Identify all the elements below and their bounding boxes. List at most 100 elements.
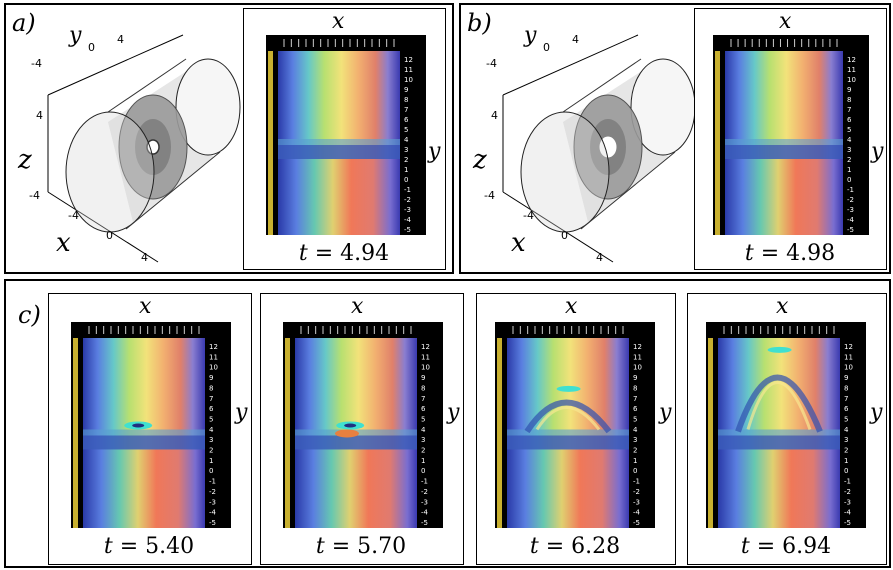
- y-tick-label: 3: [421, 436, 425, 444]
- panel-b-iso-z-tick: 4: [491, 109, 498, 122]
- y-tick-label: -4: [404, 216, 412, 224]
- time-symbol: t: [529, 534, 539, 559]
- y-tick-label: 8: [209, 384, 213, 392]
- y-tick-label: 6: [209, 405, 214, 413]
- y-tick-label: -5: [404, 226, 411, 234]
- panel-c-frame-2-time-label: t = 5.70: [261, 534, 461, 559]
- time-equals: =: [753, 241, 787, 266]
- y-tick-label: -1: [844, 478, 851, 486]
- panel-c-frame-3-y-axis-label: y: [659, 400, 672, 425]
- y-tick-label: 5: [209, 415, 213, 423]
- time-equals: =: [538, 534, 572, 559]
- panel-a-iso-x-tick: -4: [68, 209, 79, 222]
- y-tick-label: 0: [844, 467, 848, 475]
- panel-b-iso-x-tick: 4: [596, 251, 603, 264]
- y-tick-label: 1: [404, 166, 408, 174]
- panel-c-frame-3-time-label: t = 6.28: [477, 534, 673, 559]
- y-tick-label: 6: [847, 116, 852, 124]
- y-tick-label: 10: [844, 364, 853, 372]
- y-tick-label: -2: [847, 196, 854, 204]
- panel-b-iso-x-tick: 0: [561, 229, 568, 242]
- y-tick-label: 5: [633, 415, 637, 423]
- y-tick-label: 9: [404, 86, 408, 94]
- y-tick-label: 9: [847, 86, 851, 94]
- y-tick-label: -5: [633, 519, 640, 527]
- time-value: 6.94: [782, 534, 832, 559]
- y-tick-label: 8: [633, 384, 637, 392]
- y-tick-label: 11: [421, 353, 430, 361]
- panel-b-isometric-cylinder: [502, 34, 696, 263]
- y-tick-label: -2: [209, 488, 216, 496]
- panel-b-frame-box: x 12 11 10 9 8 7 6 5 4 3 2 1 0 -1 -2 -3 -4 -5 y t = 4.98: [694, 8, 887, 270]
- y-tick-label: -5: [847, 226, 854, 234]
- y-tick-label: -4: [844, 509, 852, 517]
- panel-a-iso-y-tick: -4: [31, 57, 42, 70]
- y-tick-label: 9: [633, 374, 637, 382]
- panel-c-frame-3-box: x 12 11 10 9 8 7 6 5 4 3 2 1 0 -1 -2 -3 -4 -5 y t = 6.28: [476, 293, 676, 565]
- y-tick-label: 7: [404, 106, 408, 114]
- y-tick-label: 12: [844, 343, 853, 351]
- time-value: 4.94: [340, 241, 390, 266]
- panel-c-frame-4-y-axis-label: y: [870, 400, 883, 425]
- y-tick-label: 2: [847, 156, 851, 164]
- panel-b-iso-y-tick: -4: [486, 57, 497, 70]
- y-tick-label: 12: [421, 343, 430, 351]
- y-tick-label: -1: [404, 186, 411, 194]
- panel-c-frame-2-y-axis-label: y: [447, 400, 460, 425]
- y-tick-label: -1: [209, 478, 216, 486]
- y-tick-label: 9: [421, 374, 425, 382]
- panel-b-iso-z-tick: -4: [484, 189, 495, 202]
- panel-b-label: b): [467, 9, 492, 37]
- y-tick-label: 7: [209, 395, 213, 403]
- panel-c-frame-1-time-label: t = 5.40: [49, 534, 249, 559]
- y-tick-label: 5: [844, 415, 848, 423]
- panel-b-iso-y-axis-label: y: [524, 23, 537, 48]
- y-tick-label: 4: [633, 426, 638, 434]
- panel-b-simulation-image: 12 11 10 9 8 7 6 5 4 3 2 1 0 -1 -2 -3 -4 -5: [713, 35, 869, 235]
- y-tick-label: 11: [633, 353, 642, 361]
- panel-c-label: c): [18, 301, 41, 329]
- panel-a-iso-y-tick: 0: [88, 41, 95, 54]
- panel-a-frame-box: x 12 11 10 9 8 7 6 5 4 3 2 1 0 -1 -2 -3 -4 -5 y t = 4.94: [243, 8, 446, 270]
- y-tick-label: 2: [209, 447, 213, 455]
- y-tick-label: 12: [404, 56, 413, 64]
- panel-b-frame-y-axis-label: y: [871, 139, 884, 164]
- y-tick-label: 12: [633, 343, 642, 351]
- y-tick-label: 5: [421, 415, 425, 423]
- time-symbol: t: [298, 241, 308, 266]
- y-tick-label: -2: [844, 488, 851, 496]
- y-tick-label: -4: [421, 509, 429, 517]
- y-tick-label: -2: [404, 196, 411, 204]
- panel-b: b) y z x -4 0 4 -4 4 -4 0 4 x 12 11 10 9 8 7 6…: [459, 3, 891, 274]
- y-tick-label: 12: [209, 343, 218, 351]
- y-tick-label: 3: [404, 146, 408, 154]
- panel-c: c) x 12 11 10 9 8 7 6 5 4 3 2 1 0 -1 -2 -3 -4 -5 y t = 5.…: [4, 279, 891, 568]
- panel-a-frame-y-axis-label: y: [428, 139, 441, 164]
- panel-c-frame-4-box: x 12 11 10 9 8 7 6 5 4 3 2 1 0 -1 -2 -3 -4 -5 y t = 6.94: [687, 293, 887, 565]
- y-tick-label: 0: [209, 467, 213, 475]
- y-tick-label: 1: [421, 457, 425, 465]
- panel-a-label: a): [12, 9, 36, 37]
- panel-c-frame-2-x-axis-label: x: [351, 294, 364, 319]
- y-tick-label: 11: [847, 66, 856, 74]
- y-tick-label: 2: [844, 447, 848, 455]
- panel-c-frame-2-simulation-image: 12 11 10 9 8 7 6 5 4 3 2 1 0 -1 -2 -3 -4 -5: [283, 322, 443, 528]
- y-tick-label: -3: [209, 498, 216, 506]
- panel-b-iso-x-tick: -4: [523, 209, 534, 222]
- y-tick-label: -1: [847, 186, 854, 194]
- time-value: 4.98: [786, 241, 836, 266]
- y-tick-label: -4: [209, 509, 217, 517]
- panel-c-frame-4-time-label: t = 6.94: [688, 534, 884, 559]
- time-equals: =: [324, 534, 358, 559]
- panel-c-frame-4-x-axis-label: x: [776, 294, 789, 319]
- y-tick-label: 2: [633, 447, 637, 455]
- y-tick-label: 7: [844, 395, 848, 403]
- time-symbol: t: [315, 534, 325, 559]
- panel-c-frame-1-box: x 12 11 10 9 8 7 6 5 4 3 2 1 0 -1 -2 -3 -4 -5 y t = 5.40: [48, 293, 252, 565]
- y-tick-label: 7: [847, 106, 851, 114]
- panel-a-isometric-cylinder: [47, 34, 241, 263]
- y-tick-label: 12: [847, 56, 856, 64]
